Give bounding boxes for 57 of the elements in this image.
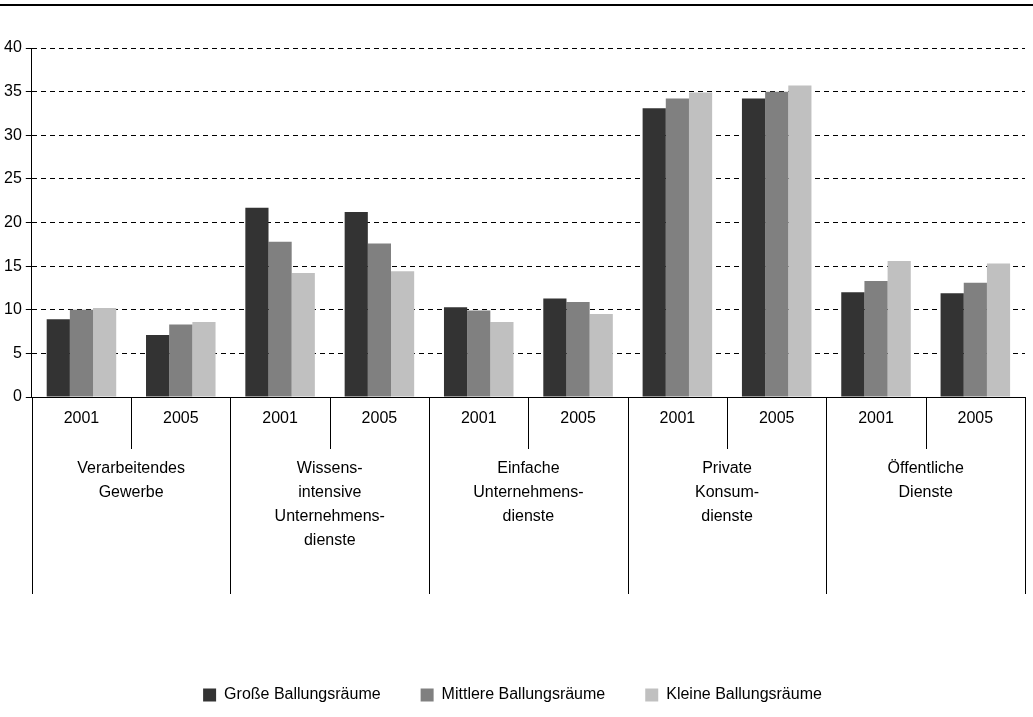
- bar: [146, 335, 170, 397]
- bar: [69, 309, 94, 397]
- x-tick-label: 2005: [162, 409, 199, 427]
- bar: [344, 212, 368, 397]
- y-tick-label: 30: [4, 125, 22, 143]
- bar: [467, 310, 491, 397]
- y-tick-label: 20: [4, 212, 22, 230]
- legend-label: Kleine Ballungsräume: [666, 685, 822, 703]
- bar: [864, 280, 888, 397]
- x-tick-label: 2001: [262, 409, 298, 427]
- y-tick-label: 5: [12, 343, 22, 361]
- bar: [490, 321, 514, 397]
- bar: [192, 321, 216, 397]
- bar: [291, 273, 315, 397]
- bar: [642, 108, 666, 397]
- y-tick-label: 25: [4, 169, 22, 187]
- legend-label: Mittlere Ballungsräume: [441, 685, 606, 703]
- text: Private Konsum- dienste: [695, 459, 760, 525]
- x-tick-label: 2005: [560, 409, 596, 427]
- x-tick-label: 2005: [361, 409, 398, 427]
- bar: [589, 314, 613, 397]
- bar: [169, 324, 193, 397]
- y-tick-label: 35: [4, 82, 22, 100]
- text: Verarbeitendes Gewerbe: [77, 459, 185, 501]
- bar: [443, 307, 468, 397]
- bar: [543, 298, 567, 397]
- bar: [367, 243, 392, 397]
- bar: [963, 282, 987, 397]
- y-tick-label: 10: [4, 300, 22, 318]
- bar: [93, 308, 117, 397]
- x-tick-label: 2001: [858, 409, 894, 427]
- legend-label: Große Ballungsräume: [224, 685, 381, 703]
- text: Öffentliche Dienste: [887, 459, 964, 501]
- y-tick-label: 0: [12, 387, 22, 405]
- x-tick-label: 2005: [758, 409, 795, 427]
- bar: [665, 98, 689, 397]
- bar: [841, 292, 865, 397]
- bar: [887, 260, 911, 397]
- bar: [566, 301, 590, 397]
- bar: [688, 92, 713, 397]
- bar: [741, 98, 766, 397]
- y-tick-label: 40: [4, 38, 22, 56]
- x-tick-label: 2005: [957, 409, 994, 427]
- bar: [940, 293, 964, 397]
- y-tick-label: 15: [4, 256, 22, 274]
- x-tick-label: 2001: [659, 409, 696, 427]
- text: Wissens- intensive Unternehmens- dienste: [274, 459, 385, 549]
- bar: [788, 85, 812, 397]
- bar: [46, 319, 70, 397]
- bar: [268, 241, 292, 397]
- x-tick-label: 2001: [63, 409, 100, 427]
- bar: [765, 91, 789, 397]
- text: Einfache Unternehmens- dienste: [473, 459, 584, 525]
- bar: [391, 271, 415, 397]
- x-tick-label: 2001: [460, 409, 497, 427]
- bar: [245, 207, 269, 397]
- bar: [986, 263, 1011, 397]
